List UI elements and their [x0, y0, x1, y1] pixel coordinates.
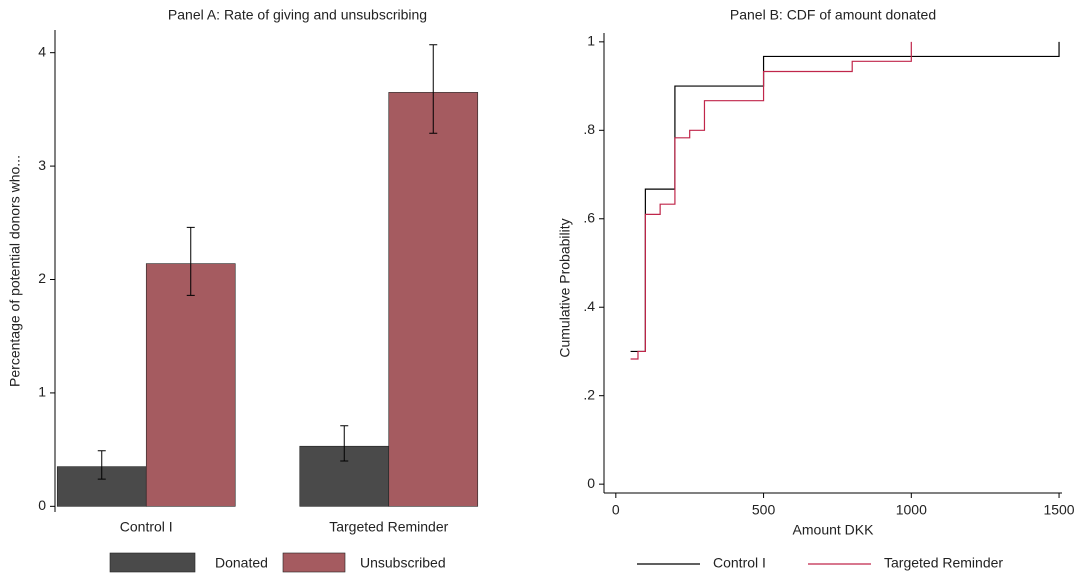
- y-axis-label: Percentage of potential donors who...: [7, 155, 23, 387]
- x-tick-label: Control I: [120, 519, 173, 535]
- y-tick-label: 1: [38, 384, 46, 400]
- error-bar: [340, 425, 349, 462]
- y-tick-label: .4: [583, 298, 595, 314]
- x-tick-label: Targeted Reminder: [329, 519, 448, 535]
- x-tick-label: 0: [612, 502, 620, 518]
- y-tick-label: .2: [583, 386, 595, 402]
- error-bar: [186, 226, 195, 296]
- error-bar: [429, 44, 438, 134]
- y-tick-label: 0: [38, 497, 46, 513]
- y-tick-label: 4: [38, 43, 46, 59]
- y-tick-label: 1: [587, 33, 595, 49]
- y-tick-label: 3: [38, 157, 46, 173]
- y-tick-label: 2: [38, 270, 46, 286]
- chart-title: Panel B: CDF of amount donated: [730, 7, 936, 23]
- x-axis-label: Amount DKK: [793, 522, 875, 538]
- legend-label: Donated: [215, 555, 268, 571]
- legend-swatch: [109, 552, 196, 573]
- x-tick-label: 1500: [1043, 502, 1074, 518]
- error-bar: [97, 450, 106, 480]
- x-tick-label: 1000: [896, 502, 927, 518]
- bar: [388, 92, 479, 507]
- y-tick-label: .8: [583, 121, 595, 137]
- chart-title: Panel A: Rate of giving and unsubscribin…: [168, 7, 427, 23]
- x-tick-label: 500: [752, 502, 776, 518]
- y-tick-label: .6: [583, 209, 595, 225]
- step-line: [630, 41, 1060, 353]
- legend-label: Targeted Reminder: [884, 555, 1003, 571]
- step-line: [630, 41, 912, 360]
- bar: [145, 263, 236, 507]
- legend-swatch: [282, 552, 346, 573]
- legend-label: Unsubscribed: [360, 555, 446, 571]
- y-axis-label: Cumulative Probability: [557, 218, 573, 357]
- y-tick-label: 0: [587, 475, 595, 491]
- legend-label: Control I: [713, 555, 766, 571]
